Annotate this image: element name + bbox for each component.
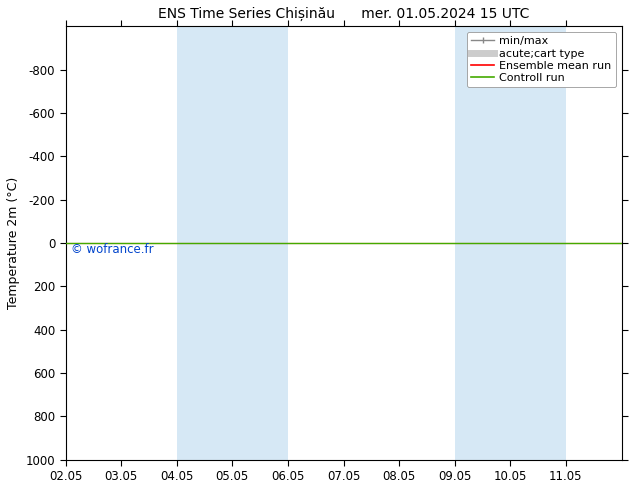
Bar [455,26,510,460]
Text: © wofrance.fr: © wofrance.fr [71,243,153,256]
Y-axis label: Temperature 2m (°C): Temperature 2m (°C) [7,177,20,309]
Bar [177,26,232,460]
Bar [510,26,566,460]
Bar [232,26,288,460]
Legend: min/max, acute;cart type, Ensemble mean run, Controll run: min/max, acute;cart type, Ensemble mean … [467,32,616,87]
Title: ENS Time Series Chișinău      mer. 01.05.2024 15 UTC: ENS Time Series Chișinău mer. 01.05.2024… [158,7,529,21]
